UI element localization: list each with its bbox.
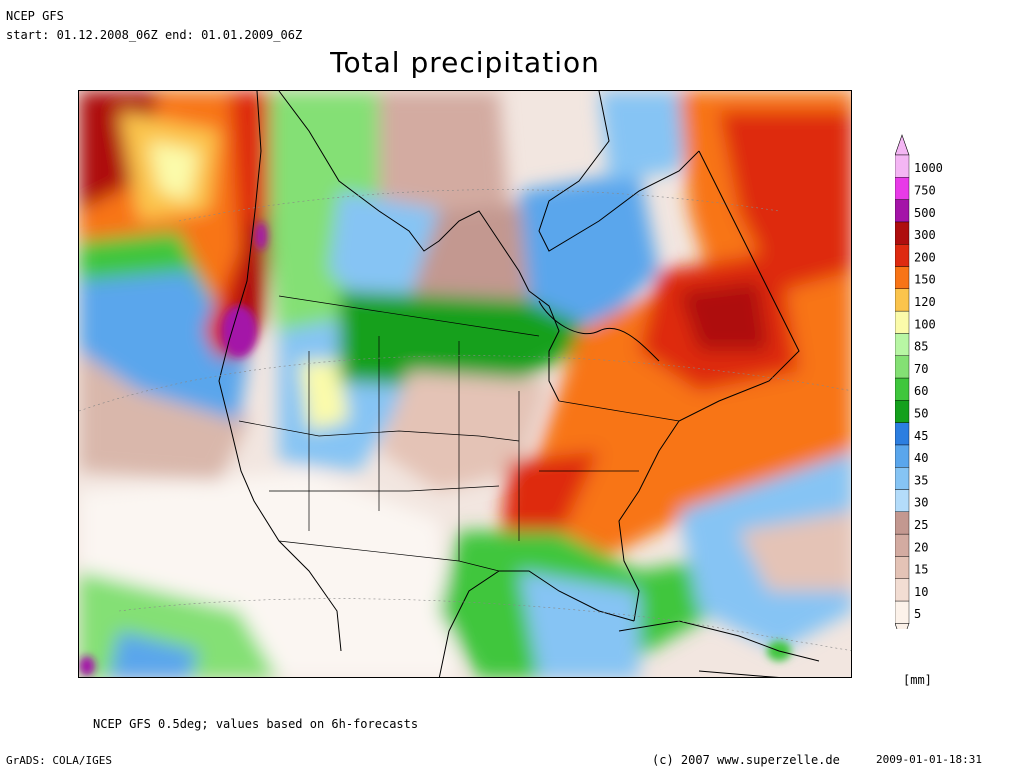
colorbar-swatch: [895, 355, 910, 379]
precipitation-field: [79, 91, 851, 677]
colorbar-swatch: [895, 266, 910, 289]
colorbar-level-label: 100: [914, 317, 936, 331]
colorbar-level-label: 50: [914, 406, 928, 420]
precipitation-maxima: [79, 222, 791, 676]
colorbar-bottom-arrow: [895, 622, 910, 629]
colorbar-swatch: [895, 177, 910, 200]
colorbar-swatch: [895, 511, 910, 535]
colorbar-level-label: 1000: [914, 161, 943, 175]
colorbar-swatch: [895, 578, 910, 602]
model-footnote: NCEP GFS 0.5deg; values based on 6h-fore…: [93, 717, 419, 731]
colorbar-swatch: [895, 288, 910, 312]
run-period-label: start: 01.12.2008_06Z end: 01.01.2009_06…: [6, 28, 303, 42]
unit-label: [mm]: [903, 673, 932, 687]
colorbar-swatch: [895, 310, 910, 334]
colorbar-labels: 5 10 15 20 25 30 35 40 45 50 60 70 85 100 120 150 200 300…: [914, 161, 943, 621]
colorbar-level-label: 35: [914, 473, 928, 487]
colorbar-swatch: [895, 467, 910, 490]
timestamp-label: 2009-01-01-18:31: [876, 753, 982, 766]
map-title: Total precipitation: [330, 46, 600, 79]
colorbar-level-label: 60: [914, 384, 928, 398]
model-label: NCEP GFS: [6, 9, 64, 23]
colorbar-level-label: 120: [914, 295, 936, 309]
colorbar-level-label: 10: [914, 585, 928, 599]
latitude-lines: [79, 189, 851, 651]
colorbar-level-label: 5: [914, 607, 921, 621]
colorbar-level-label: 300: [914, 228, 936, 242]
colorbar-swatch: [895, 377, 910, 401]
colorbar-level-label: 15: [914, 563, 928, 577]
colorbar-swatch: [895, 333, 910, 356]
colorbar-swatch: [895, 400, 910, 423]
colorbar-swatch: [895, 533, 910, 557]
colorbar-level-label: 85: [914, 340, 928, 354]
colorbar-level-label: 70: [914, 362, 928, 376]
software-credit: GrADS: COLA/IGES: [6, 754, 112, 767]
colorbar-swatches: [895, 134, 910, 629]
colorbar-swatch: [895, 556, 910, 579]
precipitation-map: [78, 90, 852, 678]
coastlines: [218, 91, 820, 677]
colorbar-level-label: 45: [914, 429, 928, 443]
colorbar-swatch: [895, 221, 910, 245]
colorbar-swatch: [895, 444, 910, 468]
colorbar-swatch: [895, 489, 910, 512]
colorbar-swatch: [895, 243, 910, 267]
colorbar-level-label: 30: [914, 496, 928, 510]
borders: [238, 295, 680, 572]
colorbar-level-label: 25: [914, 518, 928, 532]
colorbar-swatch: [895, 154, 910, 178]
colorbar-level-label: 20: [914, 540, 928, 554]
colorbar-level-label: 500: [914, 206, 936, 220]
colorbar-top-arrow: [895, 134, 910, 156]
colorbar-level-label: 150: [914, 273, 936, 287]
colorbar-level-label: 200: [914, 250, 936, 264]
colorbar-level-label: 750: [914, 183, 936, 197]
colorbar-swatch: [895, 422, 910, 446]
copyright-label: (c) 2007 www.superzelle.de: [652, 753, 840, 767]
colorbar-swatch: [895, 600, 910, 624]
colorbar-level-label: 40: [914, 451, 928, 465]
colorbar-legend: 5 10 15 20 25 30 35 40 45 50 60 70 85 100 120 150 200 300…: [895, 134, 943, 629]
colorbar-swatch: [895, 199, 910, 223]
